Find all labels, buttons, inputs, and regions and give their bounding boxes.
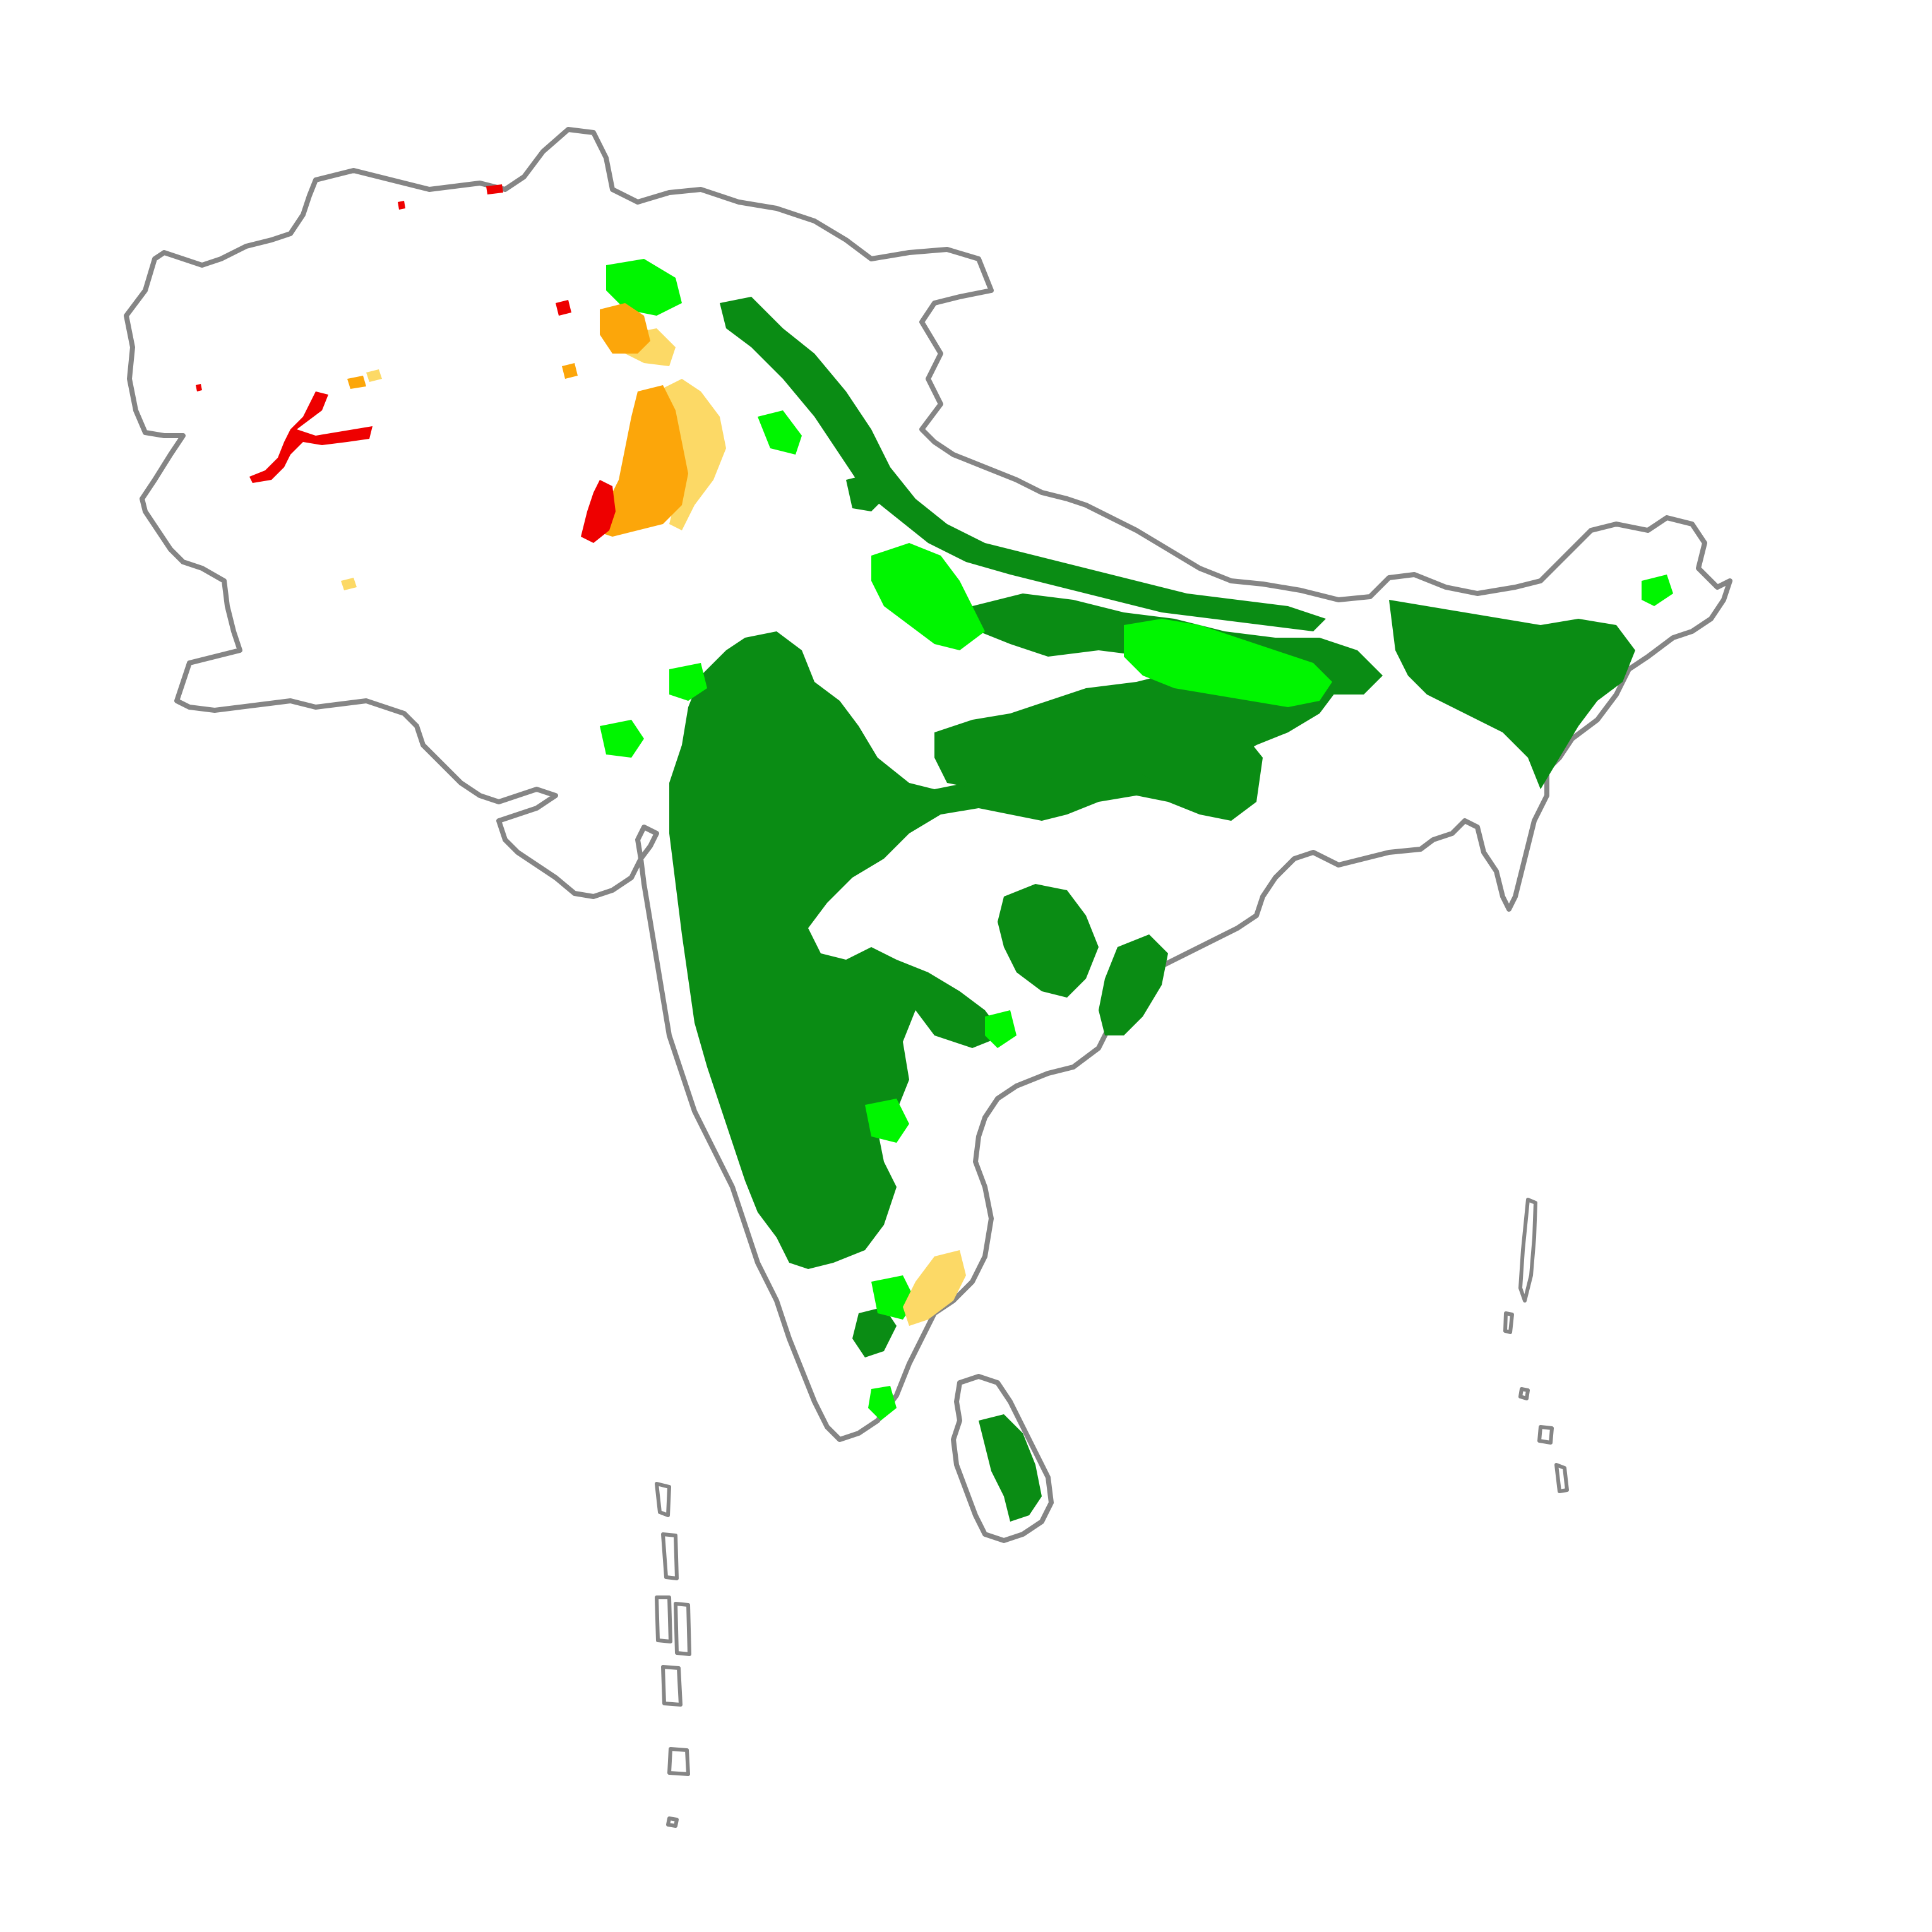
light-yellow-small-1 [341, 578, 357, 590]
dark-green-patch-north [846, 474, 884, 511]
dark-green-central-india [998, 884, 1099, 998]
red-north-spot [486, 184, 503, 194]
dark-green-northeast [1389, 600, 1635, 789]
orange-small-1 [562, 363, 578, 379]
light-yellow-small-2 [366, 369, 382, 382]
red-helmand-river [249, 391, 373, 483]
dark-green-eastern-ghats [1099, 934, 1168, 1035]
dark-green-areas [669, 297, 1635, 1522]
dark-green-south-patch [852, 1307, 897, 1357]
orange-punjab-plain [593, 385, 688, 537]
bright-green-tip [868, 1386, 897, 1421]
red-sindh-patch [581, 480, 616, 543]
andaman-island-south [1503, 1311, 1514, 1334]
dark-green-sri-lanka [979, 1414, 1042, 1522]
orange-areas [347, 303, 688, 537]
red-areas [196, 184, 616, 543]
maldives-atoll-4 [674, 1602, 691, 1656]
orange-small-2 [347, 376, 366, 389]
orange-kashmir [600, 303, 650, 354]
bright-green-upper-ganges [871, 543, 985, 650]
bright-green-punjab-edge [758, 410, 802, 455]
maldives-atoll-6 [667, 1747, 690, 1776]
bright-green-rajasthan-edge [669, 663, 707, 701]
nicobar-island-2 [1537, 1425, 1554, 1445]
bright-green-northeast-tip [1642, 575, 1673, 606]
bright-green-eastern-edge [985, 1010, 1017, 1048]
bright-green-deccan-inner [865, 1099, 909, 1143]
red-small-1 [398, 201, 405, 210]
dark-green-himalayan-foothills [720, 297, 1326, 631]
red-kashmir-spot [556, 300, 571, 316]
nicobar-island-3 [1554, 1463, 1569, 1493]
bright-green-areas [600, 259, 1673, 1421]
light-yellow-tamil-nadu [903, 1250, 966, 1326]
maldives-atoll-1 [655, 1482, 671, 1517]
maldives-atoll-3 [655, 1595, 672, 1643]
nicobar-island-1 [1518, 1387, 1530, 1400]
region-outline [124, 127, 1732, 1828]
sri-lanka-boundary [951, 1374, 1054, 1543]
mainland-boundary [124, 127, 1732, 1442]
maldives-atoll-5 [661, 1665, 683, 1707]
bright-green-bihar-belt [1124, 619, 1332, 707]
red-small-2 [196, 384, 202, 391]
maldives-atoll-2 [661, 1532, 679, 1580]
bright-green-kashmir [606, 259, 682, 316]
bright-green-gujarat [600, 720, 644, 758]
maldives-atoll-7 [666, 1816, 679, 1828]
dark-green-western-ghats-deccan [669, 631, 1263, 1269]
andaman-island-north [1518, 1198, 1537, 1303]
